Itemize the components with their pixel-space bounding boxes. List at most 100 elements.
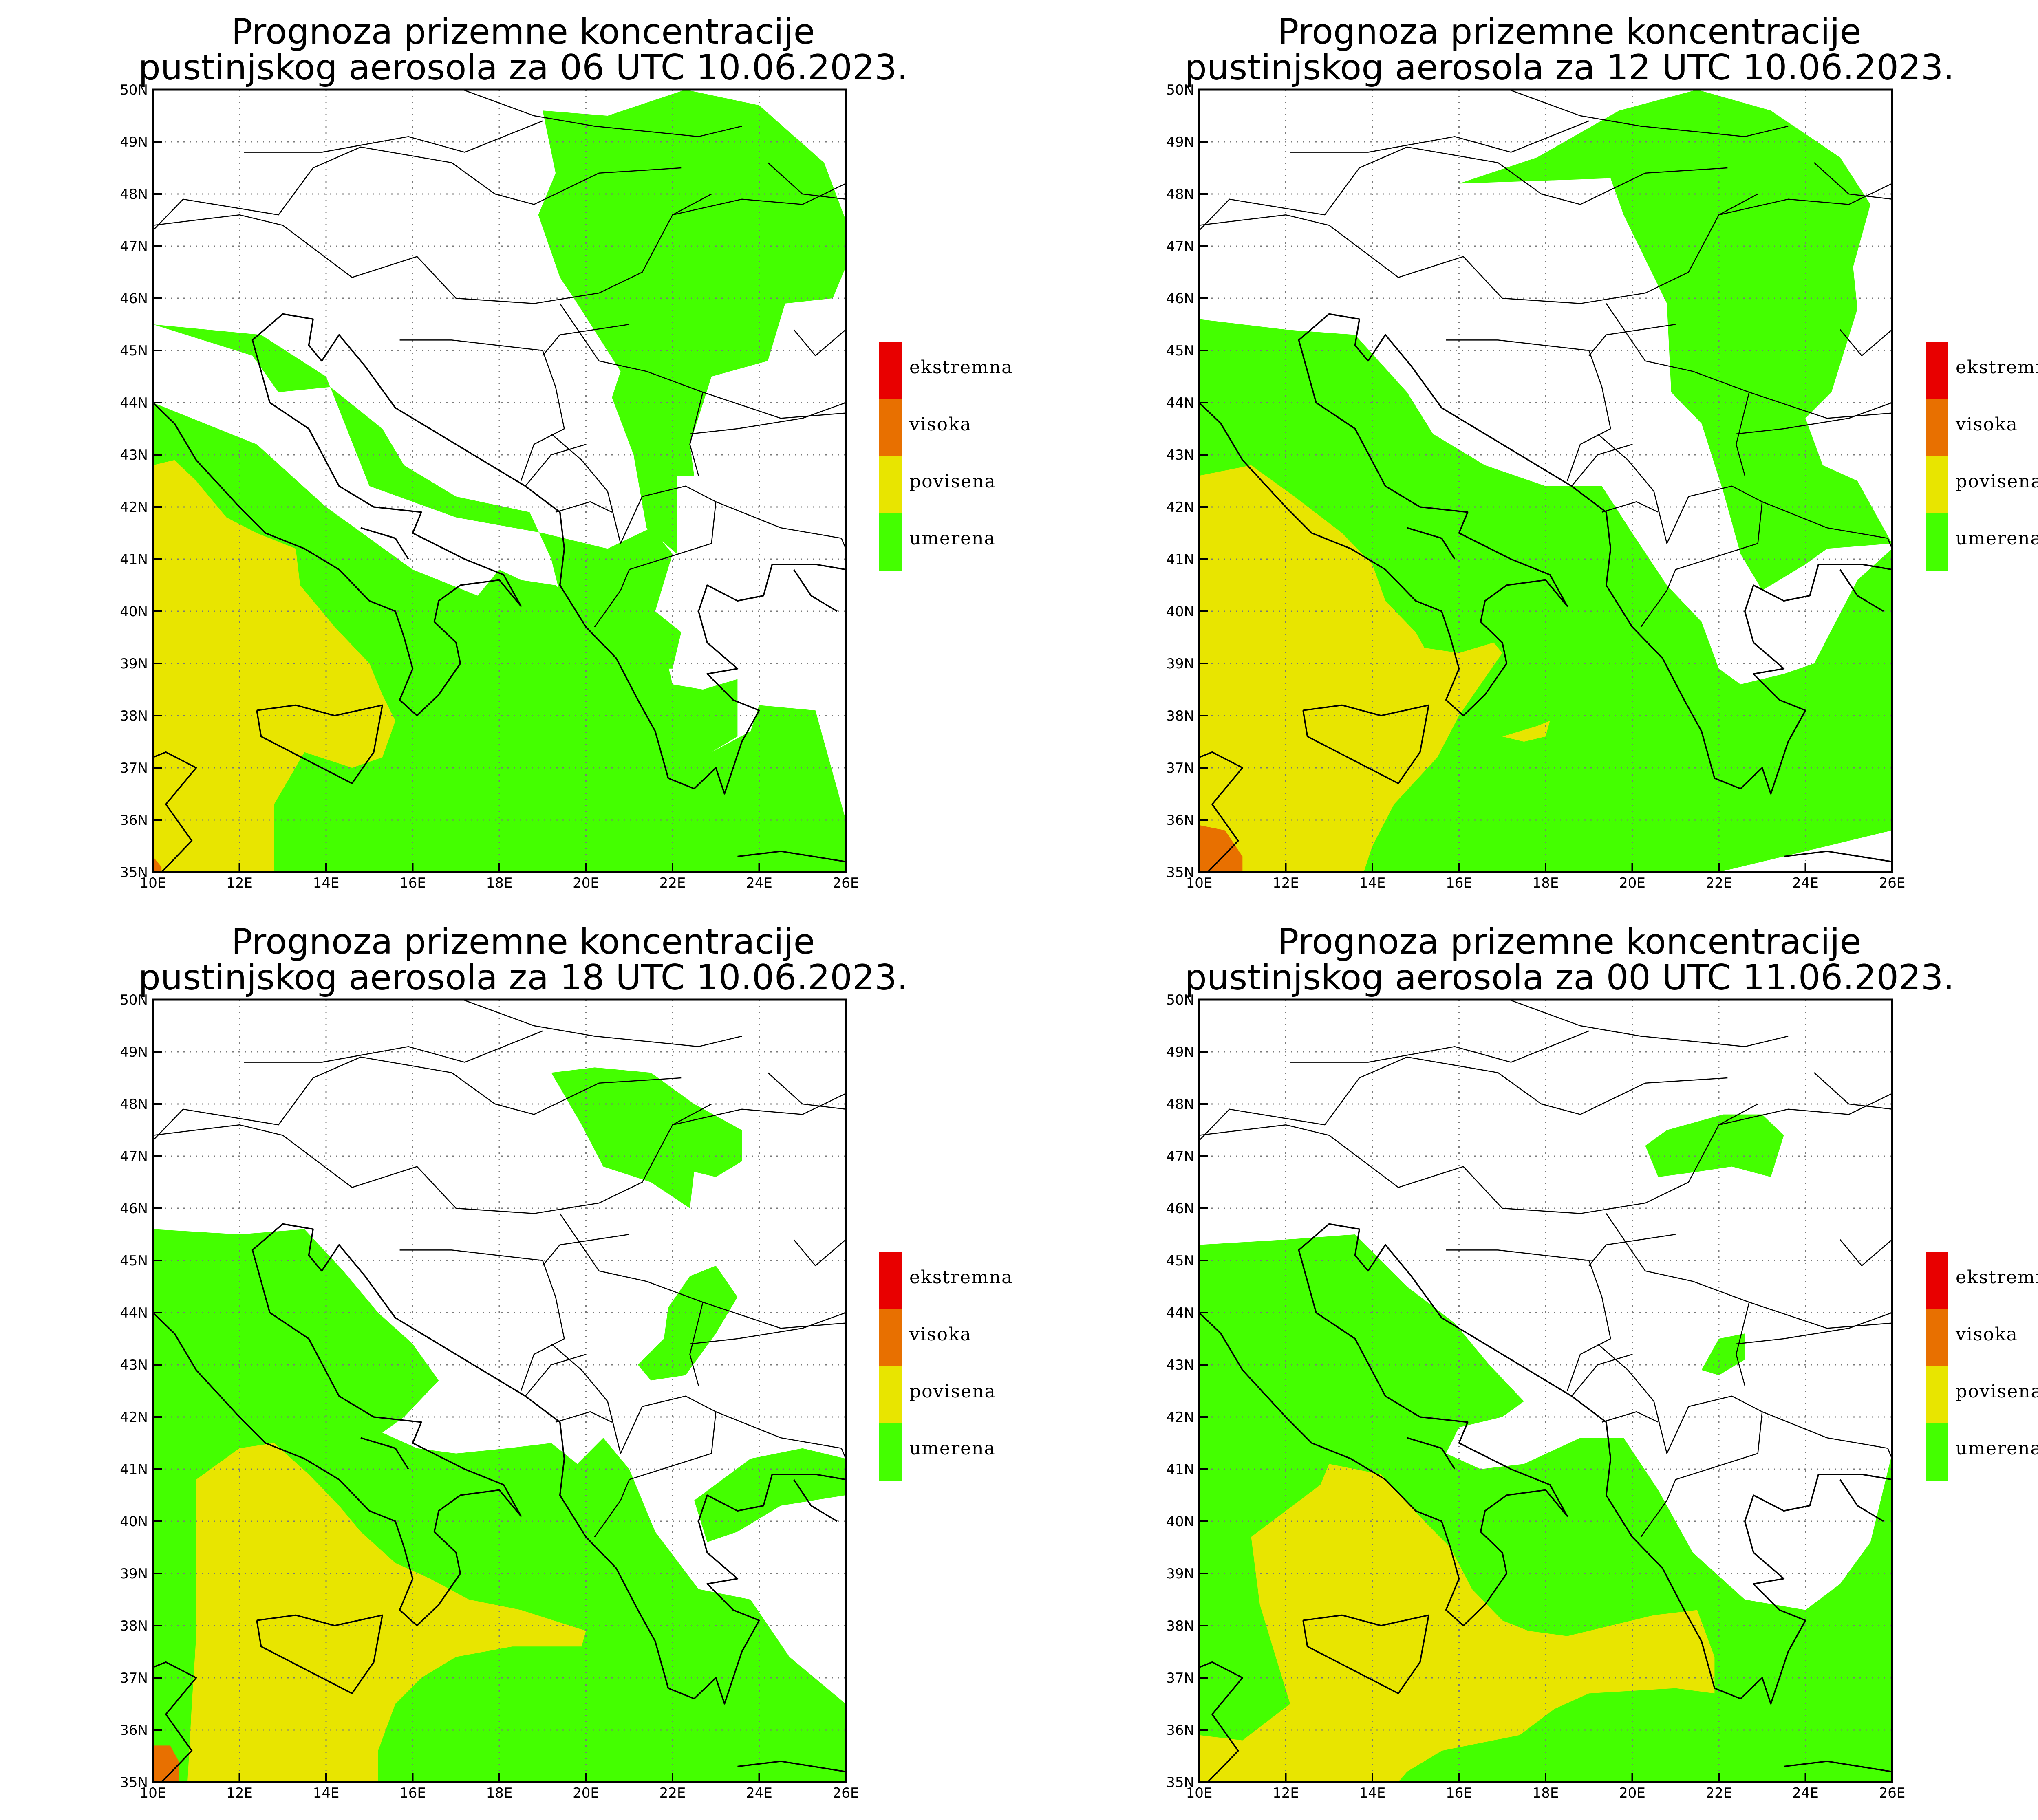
concentration-region-povisena: [153, 460, 395, 872]
lat-tick-label: 45N: [1166, 343, 1194, 359]
coastline: [1407, 1437, 1456, 1470]
legend: ekstremna visoka povisena umerena: [879, 1252, 1042, 1481]
map-field: [1199, 1000, 1892, 1782]
legend-item-ekstremna: ekstremna: [1926, 1252, 2038, 1309]
lon-tick-label: 14E: [1359, 1785, 1386, 1801]
legend-label: ekstremna: [909, 357, 1013, 378]
legend-label: visoka: [909, 414, 972, 435]
country-border: [690, 402, 846, 435]
legend-swatch: [1926, 513, 1948, 571]
lon-tick-label: 16E: [1446, 875, 1472, 891]
legend-label: ekstremna: [1956, 357, 2038, 378]
country-border: [715, 501, 846, 549]
lat-tick-label: 47N: [1166, 1148, 1194, 1165]
legend-swatch: [1926, 1366, 1948, 1423]
country-border: [1199, 146, 1728, 231]
country-border: [1839, 329, 1892, 357]
lat-tick-label: 38N: [120, 1618, 148, 1634]
legend-item-povisena: povisena: [1926, 456, 2038, 513]
legend-swatch: [879, 1366, 902, 1423]
country-border: [1736, 402, 1892, 435]
lon-tick-label: 24E: [746, 1785, 772, 1801]
country-border: [555, 501, 612, 513]
lat-tick-label: 41N: [1166, 1461, 1194, 1478]
lat-tick-label: 44N: [1166, 395, 1194, 411]
legend-item-povisena: povisena: [879, 1366, 1042, 1423]
country-border: [257, 90, 742, 137]
lon-tick-label: 14E: [313, 875, 340, 891]
country-border: [1718, 183, 1892, 216]
coastline: [153, 1223, 846, 1705]
legend-item-umerena: umerena: [1926, 513, 2038, 571]
lat-tick-label: 40N: [120, 604, 148, 620]
coastline: [360, 1437, 409, 1470]
coastline: [360, 527, 409, 560]
lat-tick-label: 36N: [120, 1722, 148, 1738]
map-field: [153, 1000, 846, 1782]
coastline: [1407, 527, 1456, 560]
legend-swatch: [1926, 1309, 1948, 1366]
lon-tick-label: 16E: [1446, 1785, 1472, 1801]
lat-tick-label: 35N: [1166, 864, 1194, 881]
coastline: [1839, 569, 1884, 612]
legend-swatch: [879, 1423, 902, 1481]
country-border: [555, 1411, 612, 1423]
concentration-region-povisena: [1502, 721, 1550, 742]
lon-tick-label: 20E: [1619, 875, 1645, 891]
country-border: [1303, 1000, 1789, 1047]
panel-title-line1: Prognoza prizemne koncentracije: [231, 11, 815, 52]
concentration-region-umerena: [694, 1448, 846, 1542]
country-border: [1718, 1093, 1892, 1126]
country-border: [1290, 1030, 1589, 1063]
country-border: [244, 120, 543, 153]
country-border: [525, 1354, 586, 1397]
lat-tick-label: 45N: [120, 1253, 148, 1269]
panel-title-line2: pustinjskog aerosola za 18 UTC 10.06.202…: [138, 957, 908, 998]
country-border: [542, 324, 629, 356]
lon-tick-label: 24E: [1792, 1785, 1819, 1801]
lat-tick-label: 37N: [1166, 760, 1194, 776]
coastline: [737, 1761, 846, 1773]
lon-tick-label: 22E: [1706, 1785, 1732, 1801]
country-border: [244, 1030, 543, 1063]
lat-tick-label: 43N: [120, 447, 148, 463]
lat-tick-label: 36N: [120, 812, 148, 828]
country-border: [1762, 1411, 1892, 1459]
country-border: [1749, 1302, 1892, 1329]
legend-label: umerena: [1956, 1438, 2038, 1459]
lat-tick-label: 39N: [1166, 656, 1194, 672]
legend-label: povisena: [1956, 1381, 2038, 1402]
lat-tick-label: 38N: [120, 708, 148, 724]
legend-item-ekstremna: ekstremna: [879, 1252, 1042, 1309]
lat-tick-label: 40N: [120, 1514, 148, 1530]
lat-tick-label: 42N: [1166, 499, 1194, 516]
country-border: [1199, 1056, 1728, 1141]
lat-tick-label: 46N: [1166, 291, 1194, 307]
legend-item-visoka: visoka: [879, 399, 1042, 456]
legend-swatch: [879, 513, 902, 571]
lon-tick-label: 20E: [573, 875, 599, 891]
concentration-region-umerena: [551, 1067, 742, 1208]
lat-tick-label: 49N: [120, 134, 148, 150]
lon-tick-label: 10E: [140, 875, 166, 891]
coastline: [153, 313, 846, 795]
lat-tick-label: 41N: [120, 1461, 148, 1478]
lon-tick-label: 10E: [1186, 875, 1213, 891]
legend-swatch: [879, 456, 902, 513]
legend-swatch: [879, 1252, 902, 1309]
lat-tick-label: 44N: [120, 395, 148, 411]
legend-swatch: [1926, 399, 1948, 456]
country-border: [1446, 339, 1611, 481]
concentration-map: 10E 12E 14E 16E 18E 20E 22E 24E 26E 35N 36N 37N 38N 3…: [1166, 992, 1905, 1801]
lat-tick-label: 48N: [1166, 1096, 1194, 1113]
legend-swatch: [1926, 342, 1948, 399]
country-border: [1606, 1213, 1750, 1386]
lat-tick-label: 49N: [1166, 1044, 1194, 1060]
legend-swatch: [1926, 1423, 1948, 1481]
country-border: [715, 1411, 846, 1459]
concentration-map: 10E 12E 14E 16E 18E 20E 22E 24E 26E 35N 36N 37N 38N 3…: [1166, 82, 1905, 891]
country-border: [1601, 501, 1659, 513]
lon-tick-label: 18E: [1533, 1785, 1559, 1801]
lon-tick-label: 18E: [486, 875, 513, 891]
country-border: [551, 1343, 717, 1538]
